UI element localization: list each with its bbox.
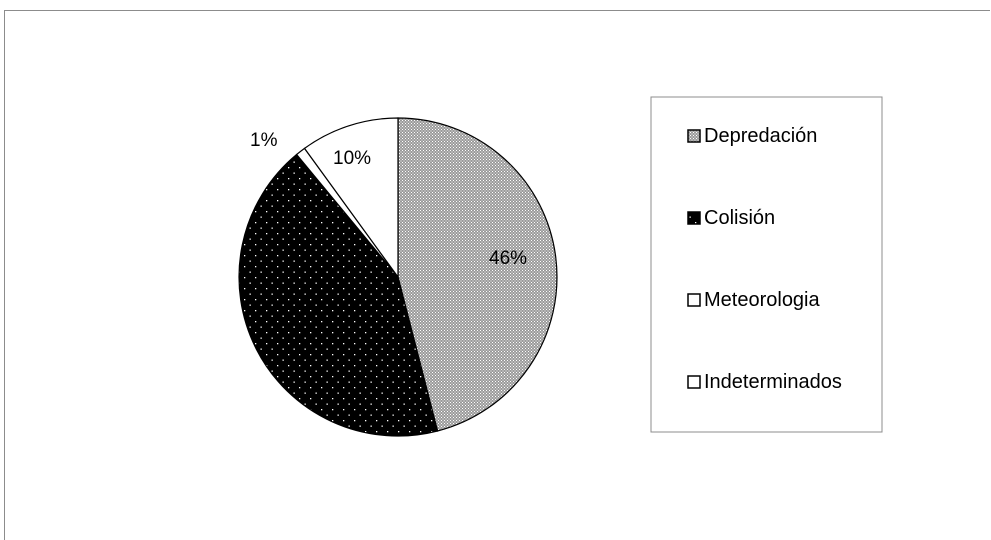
legend-label: Colisión	[704, 207, 775, 229]
pie-slice-colision	[238, 153, 439, 437]
legend: Depredación Colisión Meteorologia Indetermi…	[687, 125, 842, 393]
legend-swatch	[687, 129, 701, 143]
legend-swatch	[687, 211, 701, 225]
legend-swatch	[687, 375, 701, 389]
data-label-meteorologia: 1%	[250, 130, 278, 151]
pie-slices	[238, 117, 558, 437]
legend-swatch	[687, 293, 701, 307]
data-label-indeterminados: 10%	[333, 148, 371, 169]
pie-data-labels: 46% 1% 10%	[250, 130, 527, 269]
pie-slice-depredacion	[397, 117, 558, 432]
data-label-depredacion: 46%	[489, 248, 527, 269]
pie-slice-indeterminados	[303, 117, 399, 279]
legend-label: Indeterminados	[704, 371, 842, 393]
chart-area	[4, 10, 990, 540]
legend-label: Meteorologia	[704, 289, 821, 311]
legend-label: Depredación	[704, 125, 817, 147]
